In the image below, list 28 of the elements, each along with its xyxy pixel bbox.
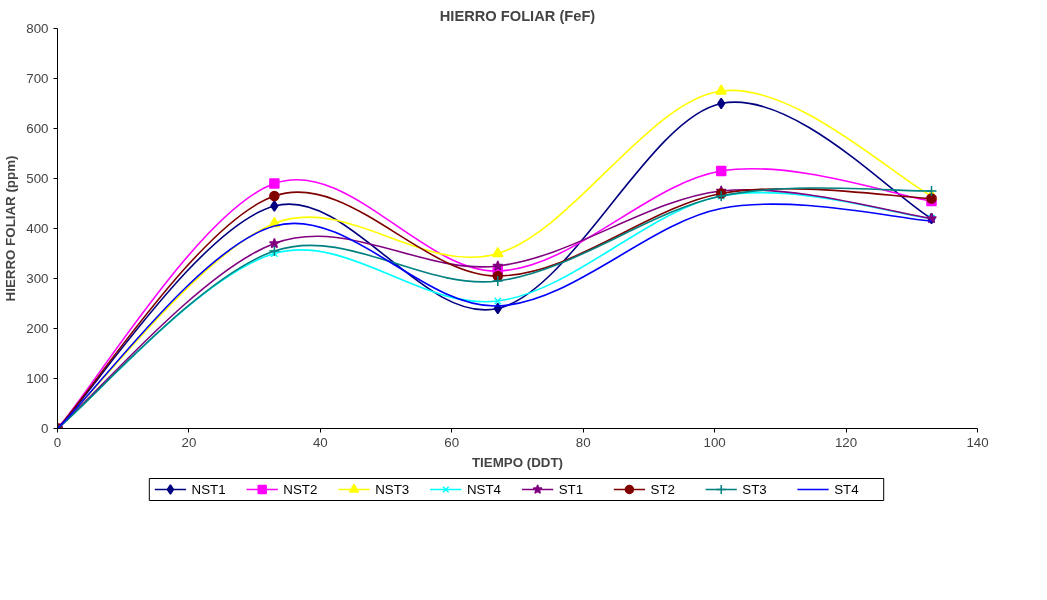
legend-label: ST2 xyxy=(650,482,675,497)
legend-label: ST3 xyxy=(742,482,767,497)
y-tick-label: 400 xyxy=(26,221,49,236)
legend-label: NST1 xyxy=(191,482,226,497)
y-tick-label: 200 xyxy=(26,321,49,336)
y-axis-title: HIERRO FOLIAR (ppm) xyxy=(3,155,19,302)
y-tick-label: 800 xyxy=(26,21,49,36)
y-tick-label: 500 xyxy=(26,171,49,186)
x-tick-label: 140 xyxy=(966,434,989,450)
legend-label: NST2 xyxy=(283,482,318,497)
x-tick-label: 40 xyxy=(312,434,328,450)
x-tick-label: 80 xyxy=(575,434,591,450)
x-tick-label: 20 xyxy=(181,434,197,450)
legend-label: NST4 xyxy=(466,482,502,497)
y-tick-label: 0 xyxy=(41,421,49,436)
y-tick-label: 100 xyxy=(26,371,49,386)
x-tick-label: 0 xyxy=(53,434,62,450)
legend-label: NST3 xyxy=(375,482,410,497)
chart-title: HIERRO FOLIAR (FeF) xyxy=(439,7,596,24)
y-tick-label: 300 xyxy=(26,271,49,286)
x-axis-title: TIEMPO (DDT) xyxy=(471,454,564,470)
y-tick-label: 700 xyxy=(26,71,49,86)
legend-label: ST4 xyxy=(834,482,860,497)
x-tick-label: 120 xyxy=(834,434,858,450)
legend-label: ST1 xyxy=(558,482,584,497)
y-tick-label: 600 xyxy=(26,121,49,136)
x-tick-label: 100 xyxy=(703,434,726,450)
x-tick-label: 60 xyxy=(444,434,460,450)
